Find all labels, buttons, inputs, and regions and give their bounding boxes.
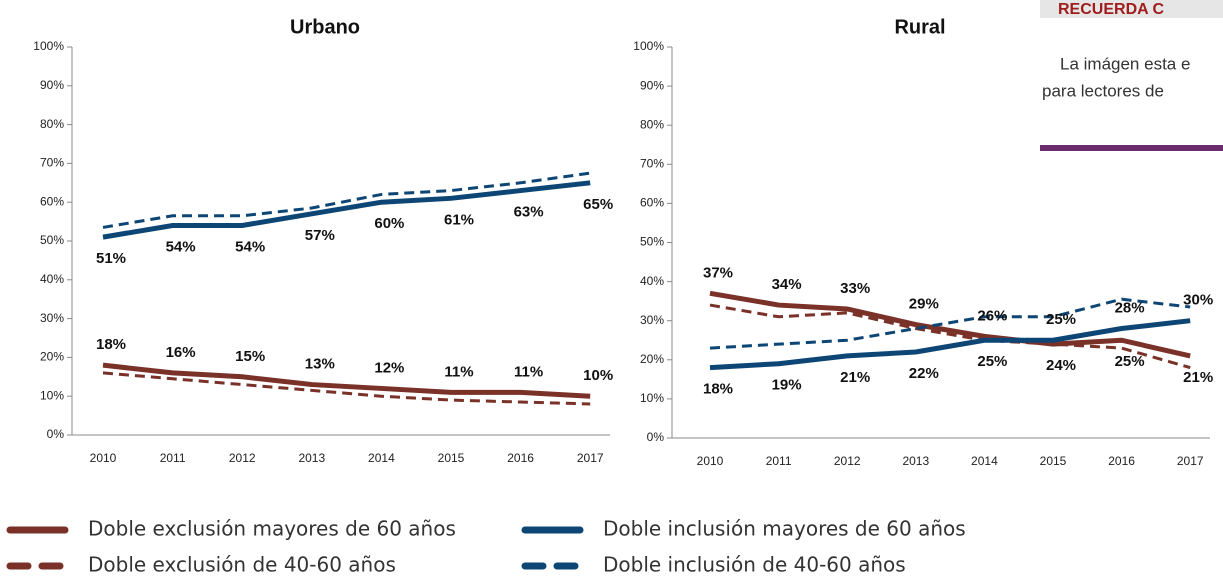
y-tick-label: 80% xyxy=(640,117,664,131)
sidebar-text: La imágen esta e xyxy=(1060,54,1190,73)
y-tick-label: 90% xyxy=(640,78,664,92)
data-label: 11% xyxy=(444,363,473,380)
line xyxy=(709,290,1191,359)
sidebar-text: para lectores de xyxy=(1042,81,1164,100)
y-tick-label: 30% xyxy=(40,311,64,325)
y-tick-label: 40% xyxy=(40,272,64,286)
line xyxy=(102,362,591,399)
line xyxy=(709,318,1191,371)
data-label: 29% xyxy=(909,296,939,313)
legend-label: Doble exclusión mayores de 60 años xyxy=(88,517,456,541)
x-tick-label: 2017 xyxy=(1177,454,1204,468)
y-tick-label: 100% xyxy=(33,39,64,53)
data-label: 51% xyxy=(96,250,126,267)
data-label: 54% xyxy=(166,238,196,255)
dashed-line xyxy=(709,297,1191,350)
x-tick-label: 2012 xyxy=(229,451,256,465)
data-label: 25% xyxy=(1115,353,1145,370)
y-tick-label: 50% xyxy=(40,233,64,247)
data-label: 60% xyxy=(374,215,404,232)
data-label: 25% xyxy=(977,353,1007,370)
legend-label: Doble inclusión de 40-60 años xyxy=(603,553,906,577)
y-tick-label: 20% xyxy=(640,352,664,366)
x-tick-label: 2013 xyxy=(298,451,325,465)
y-tick-label: 60% xyxy=(40,194,64,208)
data-label: 65% xyxy=(583,196,613,213)
data-label: 16% xyxy=(166,344,196,361)
y-tick-label: 10% xyxy=(640,391,664,405)
y-tick-label: 20% xyxy=(40,350,64,364)
data-label: 25% xyxy=(1046,311,1076,328)
data-label: 28% xyxy=(1115,299,1145,316)
y-tick-label: 90% xyxy=(40,78,64,92)
data-label: 24% xyxy=(1046,357,1076,374)
dashed-line xyxy=(102,171,591,229)
data-label: 22% xyxy=(909,365,939,382)
x-tick-label: 2010 xyxy=(697,454,724,468)
line xyxy=(102,180,591,240)
legend-label: Doble inclusión mayores de 60 años xyxy=(603,517,966,541)
data-label: 15% xyxy=(235,348,265,365)
data-label: 12% xyxy=(374,359,404,376)
y-tick-label: 0% xyxy=(647,430,665,444)
y-tick-label: 70% xyxy=(40,156,64,170)
y-tick-label: 30% xyxy=(640,313,664,327)
y-tick-label: 40% xyxy=(640,274,664,288)
x-tick-label: 2014 xyxy=(971,454,998,468)
data-label: 33% xyxy=(840,280,870,297)
sidebar-bar xyxy=(1040,145,1223,151)
dashed-line xyxy=(102,371,591,406)
data-label: 63% xyxy=(514,204,544,221)
x-tick-label: 2011 xyxy=(766,454,792,468)
data-label: 30% xyxy=(1183,292,1213,309)
x-tick-label: 2010 xyxy=(90,451,117,465)
x-tick-label: 2017 xyxy=(577,451,604,465)
y-tick-label: 0% xyxy=(47,427,65,441)
data-label: 37% xyxy=(703,264,733,281)
legend-label: Doble exclusión de 40-60 años xyxy=(88,553,396,577)
data-label: 57% xyxy=(305,227,335,244)
y-tick-label: 10% xyxy=(40,388,64,402)
y-tick-label: 80% xyxy=(40,117,64,131)
dashed-line xyxy=(709,303,1191,370)
y-tick-label: 100% xyxy=(633,39,664,53)
data-label: 21% xyxy=(1183,369,1213,386)
x-tick-label: 2016 xyxy=(1108,454,1135,468)
data-label: 10% xyxy=(583,367,613,384)
data-label: 61% xyxy=(444,211,474,228)
data-label: 26% xyxy=(977,307,1007,324)
x-tick-label: 2011 xyxy=(160,451,186,465)
chart-title: Rural xyxy=(894,16,945,38)
y-tick-label: 50% xyxy=(640,235,664,249)
data-label: 21% xyxy=(840,369,870,386)
sidebar-header: RECUERDA C xyxy=(1058,1,1165,18)
data-label: 19% xyxy=(772,377,802,394)
y-tick-label: 60% xyxy=(640,196,664,210)
x-tick-label: 2013 xyxy=(902,454,929,468)
data-label: 13% xyxy=(305,356,335,373)
x-tick-label: 2015 xyxy=(438,451,465,465)
sidebar-header-bg xyxy=(1040,0,1223,18)
data-label: 34% xyxy=(772,276,802,293)
x-tick-label: 2012 xyxy=(834,454,861,468)
data-label: 18% xyxy=(703,381,733,398)
chart-title: Urbano xyxy=(290,16,360,38)
x-tick-label: 2015 xyxy=(1040,454,1067,468)
x-tick-label: 2016 xyxy=(507,451,534,465)
data-label: 18% xyxy=(96,336,126,353)
x-tick-label: 2014 xyxy=(368,451,395,465)
data-label: 11% xyxy=(514,363,543,380)
data-label: 54% xyxy=(235,238,265,255)
y-tick-label: 70% xyxy=(640,156,664,170)
